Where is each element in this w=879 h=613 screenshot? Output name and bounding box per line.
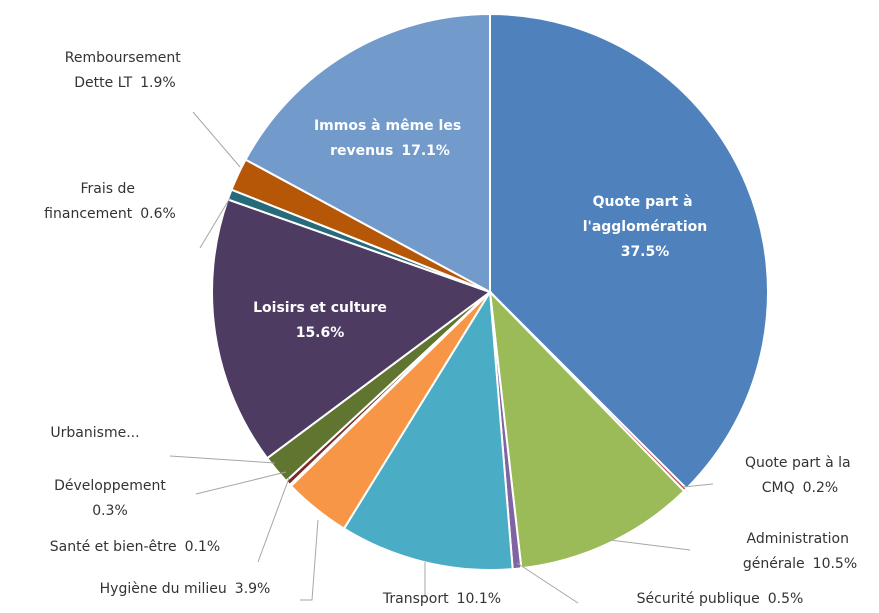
- leader-line: [682, 483, 714, 488]
- category-label: Loisirs et culture: [253, 300, 387, 316]
- slice-label: Quote part à la CMQ 0.2%: [745, 455, 855, 496]
- category-label: Quote part à la CMQ: [745, 455, 855, 496]
- slice-label: Frais de financement 0.6%: [44, 181, 176, 222]
- value-label: 0.5%: [768, 591, 804, 607]
- category-label: Immos à même les revenus: [314, 118, 466, 159]
- category-label: Quote part à l'agglomération: [583, 194, 708, 235]
- category-label: Urbanisme...: [50, 425, 139, 441]
- category-label: Remboursement Dette LT: [65, 50, 185, 91]
- slice-label: Santé et bien-être 0.1%: [50, 539, 221, 555]
- value-label: 3.9%: [235, 581, 271, 597]
- pie-slice: [244, 12, 491, 294]
- leader-line: [300, 519, 319, 601]
- value-label: 10.5%: [813, 556, 857, 572]
- slice-label: Immos à même les revenus 17.1%: [314, 118, 466, 159]
- leader-line: [609, 539, 691, 551]
- category-label: Administration générale: [743, 531, 854, 572]
- value-label: 0.2%: [803, 480, 839, 496]
- category-label: Santé et bien-être: [50, 539, 177, 555]
- slice-label: Transport 10.1%: [382, 591, 501, 607]
- slice-label: Quote part à l'agglomération 37.5%: [583, 194, 708, 260]
- leader-line: [199, 197, 231, 249]
- category-label: Développement: [54, 478, 166, 494]
- slice-label: Administration générale 10.5%: [743, 531, 857, 572]
- slice-label: Développement 0.3%: [54, 478, 166, 519]
- slice-label: Loisirs et culture 15.6%: [253, 300, 387, 341]
- value-label: 15.6%: [296, 325, 345, 341]
- value-label: 1.9%: [140, 75, 176, 91]
- leader-line: [516, 562, 579, 604]
- category-label: Frais de financement: [44, 181, 139, 222]
- leader-line: [169, 455, 276, 464]
- slice-label: Remboursement Dette LT 1.9%: [65, 50, 185, 91]
- pie-slice: [489, 12, 770, 490]
- category-label: Sécurité publique: [637, 591, 760, 607]
- leader-line: [195, 471, 287, 495]
- slice-label: Hygiène du milieu 3.9%: [100, 581, 271, 597]
- category-label: Hygiène du milieu: [100, 581, 227, 597]
- value-label: 0.1%: [185, 539, 221, 555]
- pie-slice: [211, 198, 493, 460]
- pie-slice: [488, 289, 686, 570]
- slice-label: Sécurité publique 0.5%: [637, 591, 804, 607]
- value-label: 17.1%: [401, 143, 450, 159]
- value-label: 0.3%: [92, 503, 128, 519]
- category-label: Transport: [382, 591, 449, 607]
- value-label: 10.1%: [457, 591, 501, 607]
- leader-line: [192, 111, 241, 168]
- value-label: 0.6%: [140, 206, 176, 222]
- value-label: 37.5%: [621, 244, 670, 260]
- slice-label: Urbanisme...: [50, 425, 139, 441]
- leader-line: [257, 477, 290, 563]
